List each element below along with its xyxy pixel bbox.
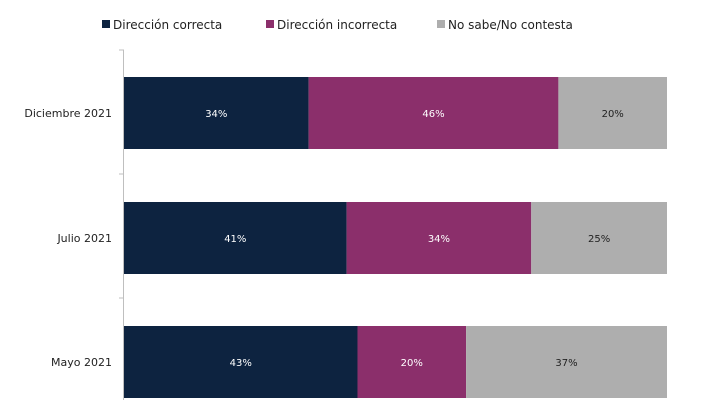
bar-segment [308,77,559,149]
bar-segment [124,326,358,398]
bar-segment [558,77,667,149]
bars: 34% 46% 20% 41% 34% 25% 43% 20% 37% [124,77,667,398]
data-label: 25% [588,234,610,245]
legend-swatch [437,20,445,28]
data-label: 20% [602,109,624,120]
data-label: 41% [224,234,246,245]
category-label: Diciembre 2021 [24,107,112,120]
legend-label: Dirección incorrecta [277,18,397,32]
category-label: Julio 2021 [56,232,112,245]
bar-segment [346,202,532,274]
category-axis: Diciembre 2021 Julio 2021 Mayo 2021 [24,49,124,400]
bar-segment [531,202,667,274]
category-label: Mayo 2021 [51,356,112,369]
legend: Dirección correcta Dirección incorrecta No… [102,18,573,32]
legend-label: No sabe/No contesta [448,18,573,32]
data-label: 20% [401,358,423,369]
data-label: 37% [555,358,577,369]
data-label: 34% [205,109,227,120]
bar-segment [124,202,347,274]
bar-segment [466,326,667,398]
bar-segment [124,77,309,149]
data-label: 34% [428,234,450,245]
bar-segment [357,326,467,398]
data-label: 46% [422,109,444,120]
legend-label: Dirección correcta [113,18,222,32]
legend-swatch [266,20,274,28]
legend-swatch [102,20,110,28]
data-label: 43% [230,358,252,369]
